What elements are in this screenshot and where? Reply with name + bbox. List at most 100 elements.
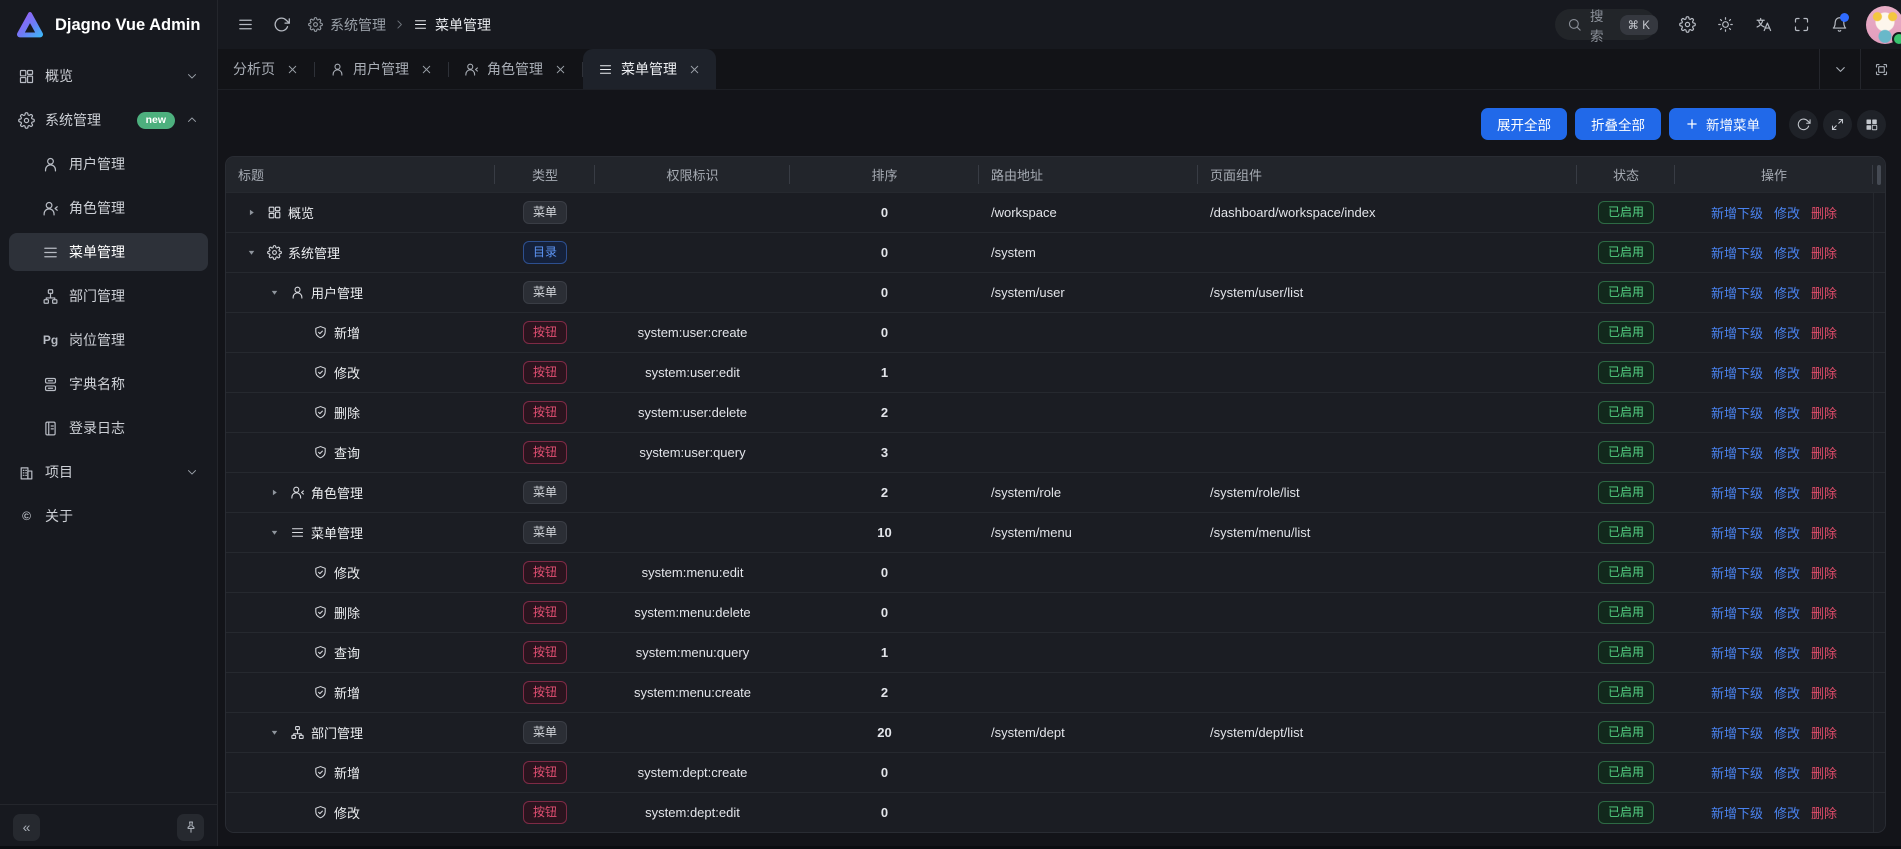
fullscreen-button[interactable]	[1784, 8, 1818, 42]
op-add-child-link[interactable]: 新增下级	[1710, 446, 1763, 461]
pin-button[interactable]	[177, 813, 204, 841]
close-icon[interactable]	[688, 63, 701, 76]
tab-analysis[interactable]: 分析页	[218, 49, 314, 89]
op-edit-link[interactable]: 修改	[1773, 566, 1800, 581]
sidebar-item-menu-mgmt[interactable]: 菜单管理	[9, 233, 208, 271]
sidebar-collapse-button[interactable]: «	[13, 813, 40, 841]
op-delete-link[interactable]: 删除	[1811, 246, 1838, 261]
op-edit-link[interactable]: 修改	[1773, 486, 1800, 501]
type-badge: 菜单	[522, 481, 567, 504]
sidebar-item-about[interactable]: © 关于	[9, 497, 208, 535]
op-add-child-link[interactable]: 新增下级	[1710, 526, 1763, 541]
op-delete-link[interactable]: 删除	[1811, 766, 1838, 781]
op-edit-link[interactable]: 修改	[1773, 766, 1800, 781]
op-add-child-link[interactable]: 新增下级	[1710, 366, 1763, 381]
sidebar-item-dict-mgmt[interactable]: 字典名称	[9, 365, 208, 403]
op-edit-link[interactable]: 修改	[1773, 726, 1800, 741]
search-input[interactable]: 搜索 ⌘ K	[1555, 9, 1658, 44]
op-edit-link[interactable]: 修改	[1773, 406, 1800, 421]
scrollbar-thumb[interactable]	[1873, 157, 1885, 192]
op-add-child-link[interactable]: 新增下级	[1710, 686, 1763, 701]
op-delete-link[interactable]: 删除	[1811, 526, 1838, 541]
op-delete-link[interactable]: 删除	[1811, 326, 1838, 341]
op-delete-link[interactable]: 删除	[1811, 366, 1838, 381]
op-add-child-link[interactable]: 新增下级	[1710, 806, 1763, 821]
op-edit-link[interactable]: 修改	[1773, 246, 1800, 261]
caret-down-icon[interactable]	[266, 724, 283, 741]
tab-user-mgmt[interactable]: 用户管理	[315, 49, 448, 89]
caret-right-icon[interactable]	[266, 484, 283, 501]
add-menu-button[interactable]: 新增菜单	[1669, 108, 1776, 140]
op-delete-link[interactable]: 删除	[1811, 206, 1838, 221]
op-edit-link[interactable]: 修改	[1773, 806, 1800, 821]
refresh-icon[interactable]	[264, 8, 298, 42]
op-add-child-link[interactable]: 新增下级	[1710, 606, 1763, 621]
op-edit-link[interactable]: 修改	[1773, 206, 1800, 221]
breadcrumb-item-system[interactable]: 系统管理	[308, 15, 386, 35]
op-delete-link[interactable]: 删除	[1811, 646, 1838, 661]
column-settings-button[interactable]	[1857, 109, 1886, 139]
sidebar-item-role-mgmt[interactable]: 角色管理	[9, 189, 208, 227]
op-add-child-link[interactable]: 新增下级	[1710, 286, 1763, 301]
row-title: 修改	[334, 806, 361, 821]
op-add-child-link[interactable]: 新增下级	[1710, 406, 1763, 421]
sidebar-item-login-log[interactable]: 登录日志	[9, 409, 208, 447]
op-edit-link[interactable]: 修改	[1773, 606, 1800, 621]
op-edit-link[interactable]: 修改	[1773, 686, 1800, 701]
close-icon[interactable]	[420, 63, 433, 76]
op-add-child-link[interactable]: 新增下级	[1710, 206, 1763, 221]
op-edit-link[interactable]: 修改	[1773, 366, 1800, 381]
hamburger-icon[interactable]	[228, 8, 262, 42]
refresh-button[interactable]	[1789, 109, 1818, 139]
maximize-content-icon[interactable]	[1860, 49, 1901, 89]
op-add-child-link[interactable]: 新增下级	[1710, 566, 1763, 581]
tab-role-mgmt[interactable]: 角色管理	[449, 49, 582, 89]
sidebar-item-system[interactable]: 系统管理 new	[9, 101, 208, 139]
op-delete-link[interactable]: 删除	[1811, 406, 1838, 421]
sidebar-item-project[interactable]: 项目	[9, 453, 208, 491]
fullscreen-table-button[interactable]	[1823, 109, 1852, 139]
op-delete-link[interactable]: 删除	[1811, 566, 1838, 581]
op-edit-link[interactable]: 修改	[1773, 286, 1800, 301]
close-icon[interactable]	[554, 63, 567, 76]
theme-button[interactable]	[1708, 8, 1742, 42]
op-add-child-link[interactable]: 新增下级	[1710, 246, 1763, 261]
sidebar-item-post-mgmt[interactable]: Pg 岗位管理	[9, 321, 208, 359]
op-edit-link[interactable]: 修改	[1773, 446, 1800, 461]
logo[interactable]: Djagno Vue Admin	[0, 0, 217, 50]
sidebar-item-overview[interactable]: 概览	[9, 57, 208, 95]
breadcrumb-item-menu[interactable]: 菜单管理	[413, 15, 491, 35]
caret-right-icon[interactable]	[243, 204, 260, 221]
tab-list-dropdown[interactable]	[1819, 49, 1860, 89]
op-add-child-link[interactable]: 新增下级	[1710, 486, 1763, 501]
op-delete-link[interactable]: 删除	[1811, 286, 1838, 301]
caret-down-icon[interactable]	[243, 244, 260, 261]
component-cell: /system/menu/list	[1210, 525, 1311, 540]
tab-menu-mgmt[interactable]: 菜单管理	[583, 49, 716, 89]
op-delete-link[interactable]: 删除	[1811, 486, 1838, 501]
caret-down-icon[interactable]	[266, 284, 283, 301]
close-icon[interactable]	[286, 63, 299, 76]
op-add-child-link[interactable]: 新增下级	[1710, 766, 1763, 781]
notifications-button[interactable]	[1822, 8, 1856, 42]
op-edit-link[interactable]: 修改	[1773, 526, 1800, 541]
op-delete-link[interactable]: 删除	[1811, 446, 1838, 461]
collapse-all-button[interactable]: 折叠全部	[1575, 108, 1661, 140]
op-add-child-link[interactable]: 新增下级	[1710, 646, 1763, 661]
op-delete-link[interactable]: 删除	[1811, 686, 1838, 701]
language-button[interactable]	[1746, 8, 1780, 42]
sidebar-item-dept-mgmt[interactable]: 部门管理	[9, 277, 208, 315]
settings-button[interactable]	[1670, 8, 1704, 42]
avatar[interactable]	[1866, 5, 1901, 46]
op-delete-link[interactable]: 删除	[1811, 606, 1838, 621]
op-edit-link[interactable]: 修改	[1773, 646, 1800, 661]
caret-down-icon[interactable]	[266, 524, 283, 541]
op-delete-link[interactable]: 删除	[1811, 726, 1838, 741]
row-title: 删除	[334, 406, 361, 421]
op-add-child-link[interactable]: 新增下级	[1710, 326, 1763, 341]
sidebar-item-user-mgmt[interactable]: 用户管理	[9, 145, 208, 183]
op-delete-link[interactable]: 删除	[1811, 806, 1838, 821]
op-add-child-link[interactable]: 新增下级	[1710, 726, 1763, 741]
expand-all-button[interactable]: 展开全部	[1481, 108, 1567, 140]
op-edit-link[interactable]: 修改	[1773, 326, 1800, 341]
